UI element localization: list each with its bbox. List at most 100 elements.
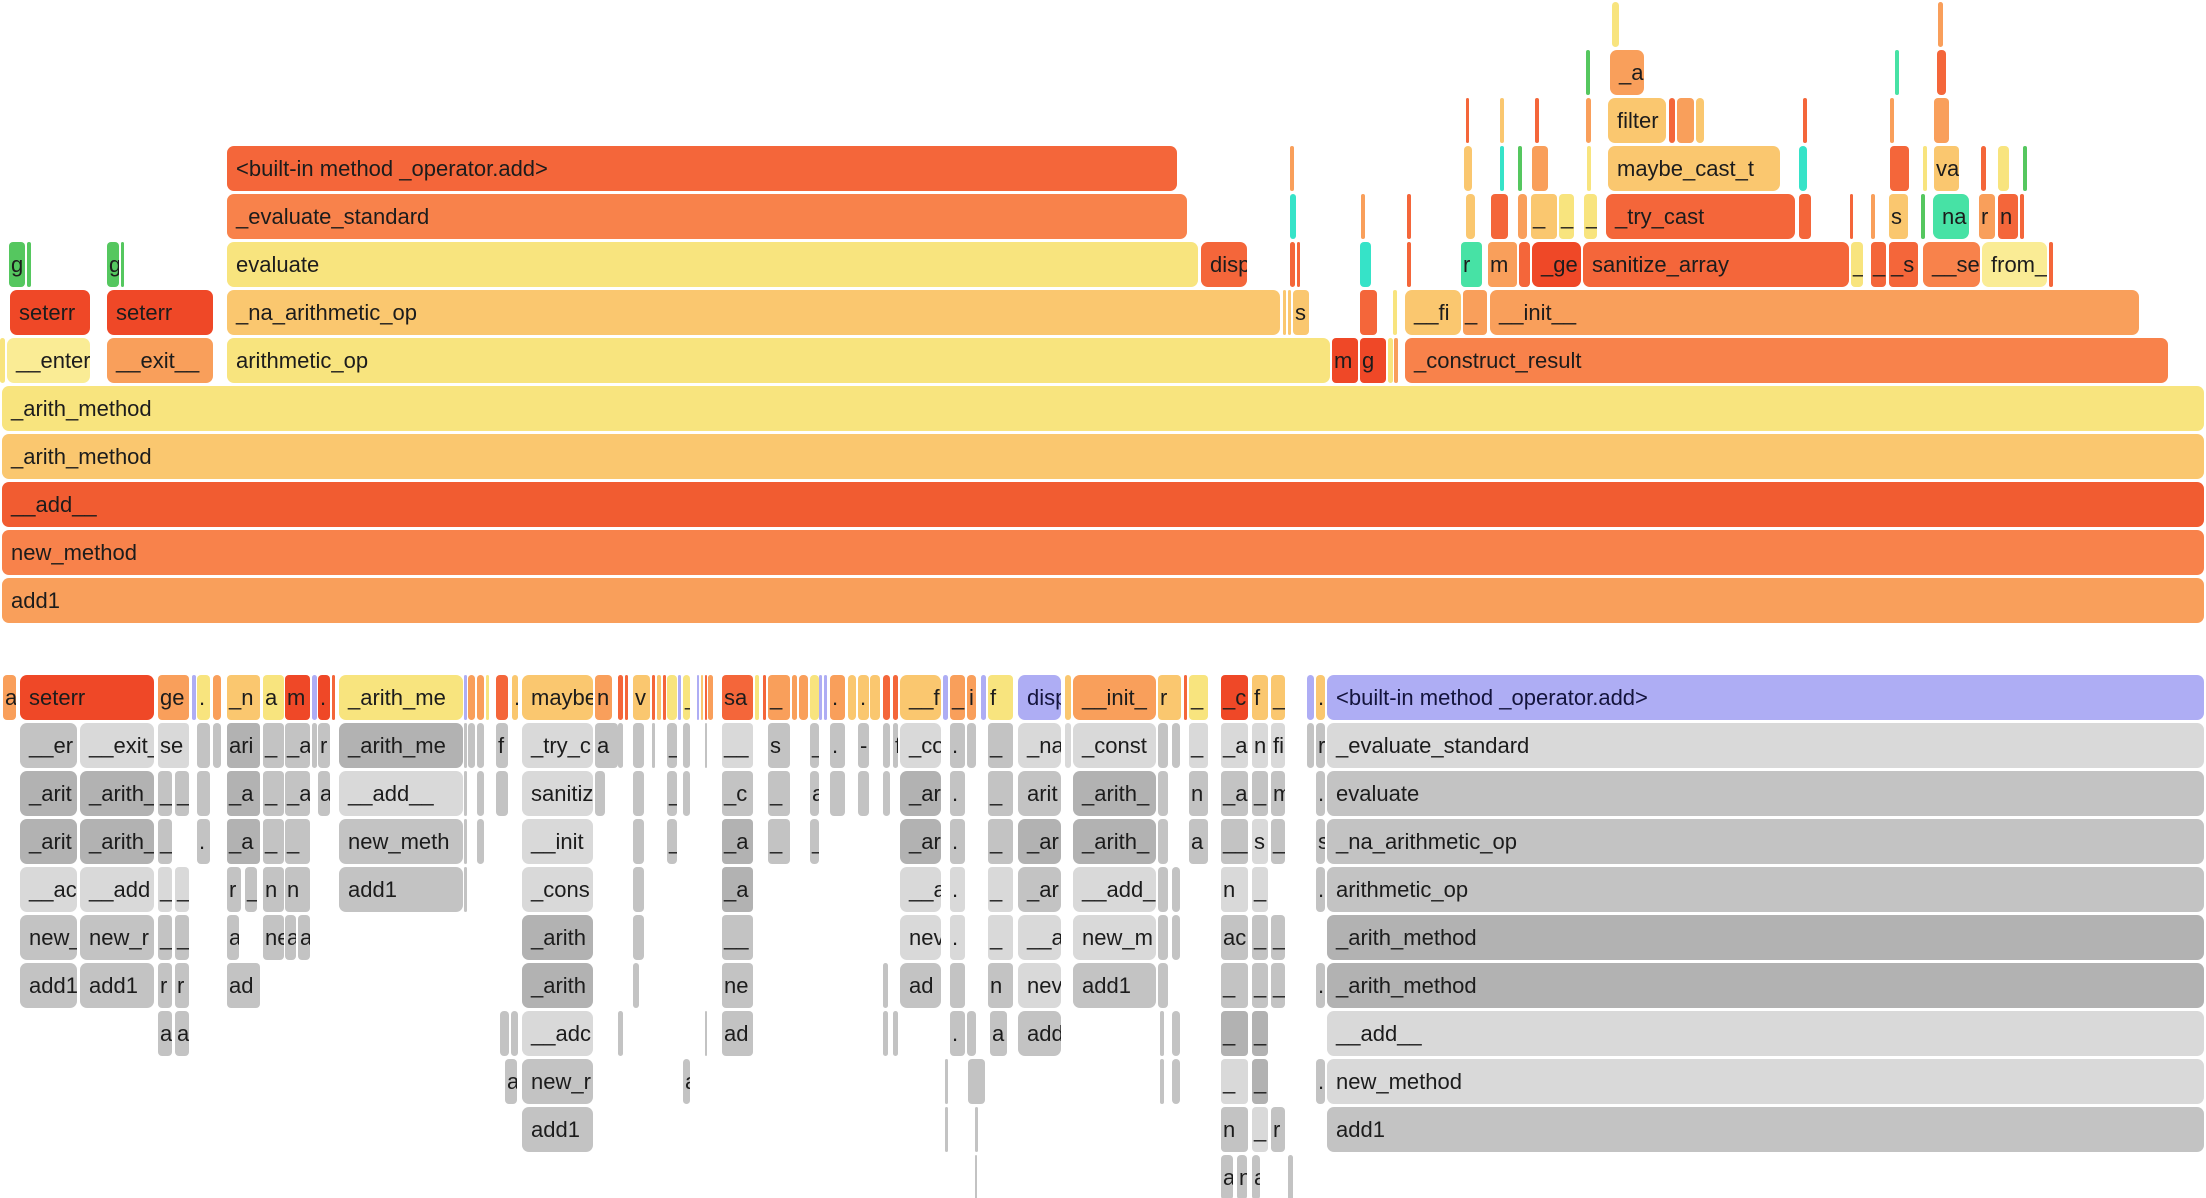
- frame-bar[interactable]: from_: [1982, 242, 2047, 287]
- frame-sliver[interactable]: [763, 675, 766, 720]
- frame-bar[interactable]: f: [893, 723, 898, 768]
- frame-sliver[interactable]: [883, 963, 888, 1008]
- frame-sliver[interactable]: [1586, 98, 1591, 143]
- frame-bar[interactable]: add: [1018, 1011, 1061, 1056]
- frame-sliver[interactable]: [633, 915, 644, 960]
- frame-bar[interactable]: __: [722, 723, 753, 768]
- frame-bar[interactable]: _: [1271, 675, 1285, 720]
- frame-bar[interactable]: a: [505, 1059, 517, 1104]
- frame-bar[interactable]: .: [1316, 1059, 1325, 1104]
- frame-bar[interactable]: _: [810, 723, 819, 768]
- frame-bar[interactable]: _: [1271, 963, 1285, 1008]
- frame-bar[interactable]: _c: [722, 771, 753, 816]
- frame-bar[interactable]: new_r: [80, 915, 154, 960]
- frame-bar[interactable]: _a: [722, 867, 753, 912]
- frame-bar[interactable]: va: [1934, 146, 1959, 191]
- frame-bar[interactable]: _: [175, 915, 189, 960]
- frame-bar[interactable]: _arith_method: [1327, 963, 2204, 1008]
- frame-bar[interactable]: __init__: [1490, 290, 2139, 335]
- frame-bar[interactable]: ari: [227, 723, 260, 768]
- frame-bar[interactable]: r: [1271, 1107, 1285, 1152]
- frame-sliver[interactable]: [633, 867, 644, 912]
- frame-sliver[interactable]: [332, 675, 335, 720]
- frame-sliver[interactable]: [1677, 98, 1694, 143]
- frame-bar[interactable]: a: [175, 1011, 189, 1056]
- frame-bar[interactable]: .: [950, 915, 965, 960]
- frame-bar[interactable]: n: [1221, 867, 1248, 912]
- frame-bar[interactable]: _: [1252, 963, 1268, 1008]
- frame-bar[interactable]: n: [1189, 771, 1208, 816]
- frame-bar[interactable]: r: [227, 867, 241, 912]
- frame-bar[interactable]: n: [1252, 723, 1268, 768]
- frame-sliver[interactable]: [950, 963, 965, 1008]
- frame-sliver[interactable]: [1172, 915, 1180, 960]
- frame-sliver[interactable]: [1799, 146, 1807, 191]
- frame-sliver[interactable]: [1160, 1059, 1164, 1104]
- frame-sliver[interactable]: [883, 723, 890, 768]
- frame-sliver[interactable]: [2020, 194, 2024, 239]
- frame-bar[interactable]: s: [1316, 819, 1325, 864]
- frame-sliver[interactable]: [945, 1107, 948, 1152]
- frame-bar[interactable]: .: [830, 675, 845, 720]
- frame-sliver[interactable]: [1065, 675, 1071, 720]
- frame-bar[interactable]: _ge: [1532, 242, 1581, 287]
- frame-bar[interactable]: _: [1189, 723, 1208, 768]
- frame-bar[interactable]: _: [1221, 1011, 1248, 1056]
- frame-bar[interactable]: _arith: [522, 915, 593, 960]
- frame-bar[interactable]: _arith_method: [1327, 915, 2204, 960]
- frame-bar[interactable]: _: [285, 819, 310, 864]
- frame-bar[interactable]: .: [1316, 771, 1325, 816]
- frame-sliver[interactable]: [1407, 242, 1411, 287]
- frame-bar[interactable]: n: [595, 675, 612, 720]
- frame-bar[interactable]: _: [1271, 819, 1285, 864]
- frame-bar[interactable]: __add_: [1073, 867, 1156, 912]
- frame-sliver[interactable]: [945, 1059, 948, 1104]
- frame-sliver[interactable]: [1307, 723, 1314, 768]
- frame-sliver[interactable]: [625, 675, 628, 720]
- frame-sliver[interactable]: [1491, 194, 1508, 239]
- frame-bar[interactable]: .: [1316, 867, 1325, 912]
- frame-sliver[interactable]: [1938, 2, 1943, 47]
- frame-bar[interactable]: v: [633, 675, 650, 720]
- frame-bar[interactable]: _: [1559, 194, 1574, 239]
- frame-sliver[interactable]: [799, 675, 808, 720]
- frame-sliver[interactable]: [1921, 194, 1925, 239]
- frame-sliver[interactable]: [468, 675, 475, 720]
- frame-bar[interactable]: _: [667, 771, 677, 816]
- frame-sliver[interactable]: [1850, 194, 1853, 239]
- frame-bar[interactable]: a: [158, 1011, 172, 1056]
- frame-bar[interactable]: __fi: [1405, 290, 1461, 335]
- frame-bar[interactable]: evaluate: [1327, 771, 2204, 816]
- frame-sliver[interactable]: [1360, 290, 1377, 335]
- frame-sliver[interactable]: [1535, 98, 1539, 143]
- frame-sliver[interactable]: [967, 723, 976, 768]
- frame-sliver[interactable]: [464, 723, 467, 768]
- frame-bar[interactable]: _a: [285, 723, 310, 768]
- frame-sliver[interactable]: [705, 675, 707, 720]
- frame-sliver[interactable]: [1799, 194, 1811, 239]
- frame-bar[interactable]: _: [263, 771, 284, 816]
- frame-sliver[interactable]: [464, 867, 467, 912]
- frame-sliver[interactable]: [618, 675, 623, 720]
- frame-bar[interactable]: _arith_me: [339, 723, 463, 768]
- frame-bar[interactable]: _: [175, 867, 189, 912]
- frame-bar[interactable]: m: [1332, 338, 1358, 383]
- frame-bar[interactable]: _evaluate_standard: [227, 194, 1187, 239]
- frame-sliver[interactable]: [633, 819, 644, 864]
- frame-bar[interactable]: .: [950, 819, 965, 864]
- frame-bar[interactable]: new_: [20, 915, 77, 960]
- frame-bar[interactable]: new_m: [1073, 915, 1156, 960]
- frame-bar[interactable]: _: [1252, 771, 1268, 816]
- frame-bar[interactable]: r: [1461, 242, 1482, 287]
- frame-sliver[interactable]: [1464, 146, 1472, 191]
- frame-bar[interactable]: a: [3, 675, 16, 720]
- frame-sliver[interactable]: [967, 1011, 976, 1056]
- frame-sliver[interactable]: [870, 675, 880, 720]
- frame-sliver[interactable]: [755, 675, 759, 720]
- frame-sliver[interactable]: [500, 1011, 509, 1056]
- frame-bar[interactable]: ad: [900, 963, 941, 1008]
- frame-sliver[interactable]: [1158, 915, 1168, 960]
- frame-sliver[interactable]: [975, 1107, 978, 1152]
- frame-sliver[interactable]: [683, 723, 690, 768]
- frame-sliver[interactable]: [213, 675, 221, 720]
